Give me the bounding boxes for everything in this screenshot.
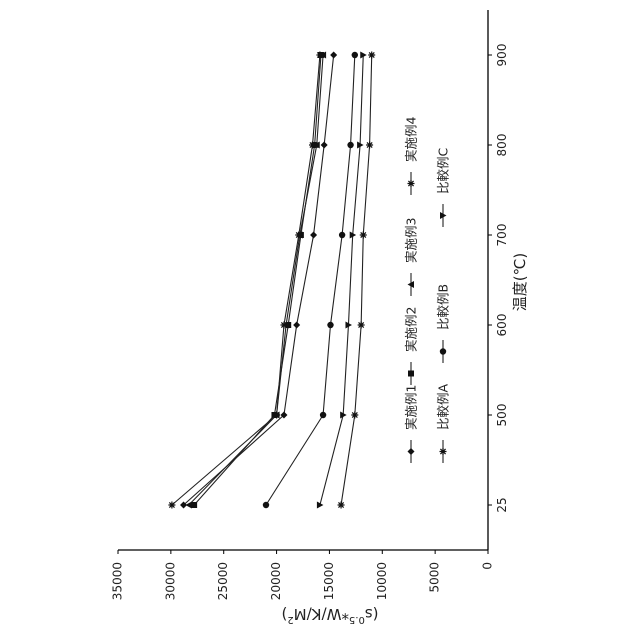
x-tick-label: 600 — [495, 314, 509, 337]
series-6 — [263, 52, 358, 508]
data-point — [358, 322, 365, 329]
legend-label: 実施例4 — [404, 116, 419, 162]
y-tick-label: 35000 — [111, 562, 125, 600]
y-tick-label: 0 — [481, 562, 495, 570]
legend-item: 比較例C — [436, 147, 451, 227]
data-point — [320, 412, 326, 418]
data-point — [339, 232, 345, 238]
data-point — [316, 52, 323, 59]
x-tick-label: 900 — [495, 44, 509, 67]
y-tick-label: 20000 — [269, 562, 283, 600]
data-point — [191, 502, 197, 508]
data-point — [338, 502, 345, 509]
chart-labels: 0 5000 10000 15000 20000 25000 30000 35000 25 500… — [111, 44, 530, 626]
legend-marker — [440, 348, 446, 354]
x-tick-label: 700 — [495, 224, 509, 247]
data-point — [293, 322, 300, 329]
y-tick-label: 5000 — [428, 562, 442, 593]
series-line — [266, 55, 355, 505]
series-line — [341, 55, 372, 505]
data-point — [330, 52, 337, 59]
data-point — [309, 142, 316, 149]
data-point — [280, 322, 287, 329]
data-point — [310, 232, 317, 239]
legend-item: 実施例2 — [404, 307, 419, 385]
legend-label: 実施例2 — [404, 307, 419, 352]
series-2 — [191, 52, 324, 508]
legend-label: 比較例A — [436, 383, 451, 430]
y-axis-title: (s0.5*W/K/M2) — [281, 605, 378, 626]
data-point — [168, 502, 175, 509]
series-line — [172, 55, 320, 505]
data-point — [263, 502, 269, 508]
x-tick-label: 500 — [495, 404, 509, 427]
series-line — [184, 55, 334, 505]
data-point — [368, 52, 375, 59]
x-tick-label: 800 — [495, 134, 509, 157]
data-point — [321, 142, 328, 149]
data-point — [352, 52, 358, 58]
y-tick-label: 15000 — [322, 562, 336, 600]
legend-marker — [408, 371, 414, 377]
legend-item: 実施例1 — [404, 385, 419, 463]
legend-label: 実施例3 — [404, 218, 419, 263]
legend-marker — [440, 448, 447, 455]
legend-marker — [408, 448, 415, 455]
y-tick-label: 30000 — [163, 562, 177, 600]
legend-marker — [408, 180, 415, 187]
y-tick-label: 25000 — [216, 562, 230, 600]
legend-item: 実施例3 — [404, 218, 419, 296]
legend-label: 実施例1 — [404, 385, 419, 430]
series-4 — [168, 52, 323, 509]
chart-series — [168, 52, 375, 509]
series-5 — [338, 52, 376, 509]
series-7 — [317, 52, 367, 509]
data-point — [327, 322, 333, 328]
series-1 — [180, 52, 337, 509]
data-point — [360, 232, 367, 239]
data-point — [347, 142, 353, 148]
series-line — [189, 55, 323, 505]
legend-item: 実施例4 — [404, 116, 419, 195]
y-tick-label: 10000 — [375, 562, 389, 600]
legend-item: 比較例B — [436, 284, 451, 363]
data-point — [273, 412, 280, 419]
series-line — [194, 55, 321, 505]
legend-label: 比較例C — [436, 147, 451, 194]
x-axis-title: 温度(℃) — [511, 253, 529, 312]
data-point — [351, 412, 358, 419]
legend-item: 比較例A — [436, 383, 451, 463]
x-tick-label: 25 — [495, 497, 509, 512]
legend-label: 比較例B — [436, 284, 451, 330]
data-point — [366, 142, 373, 149]
chart-legend: 実施例1 実施例2 実施例3 実施例4 比較例A 比較例B 比較例C — [404, 116, 451, 463]
data-point — [295, 232, 302, 239]
